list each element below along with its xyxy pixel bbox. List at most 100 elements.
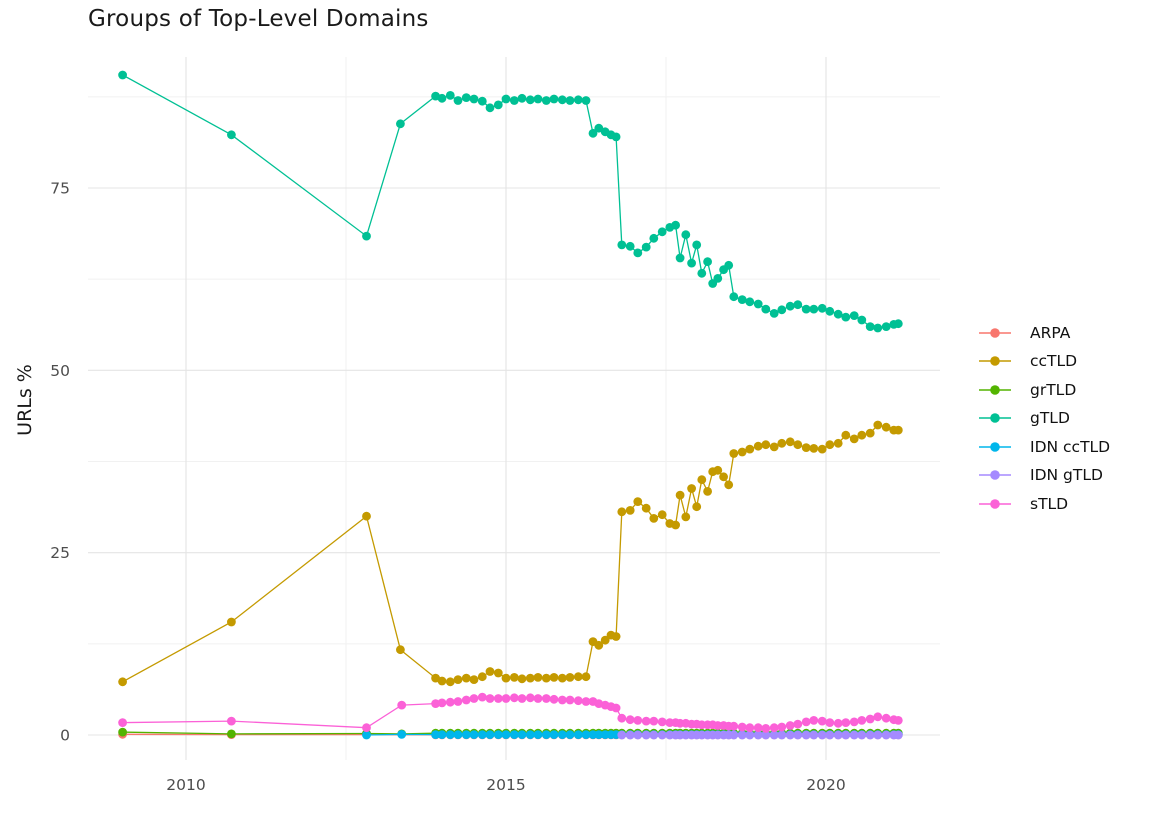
data-point-cctld — [611, 632, 621, 641]
data-point-stld — [633, 716, 643, 725]
data-point-gtld — [801, 304, 811, 314]
data-point-stld — [801, 717, 811, 727]
series-stld — [118, 692, 903, 733]
data-point-cctld — [641, 503, 651, 513]
data-point-gtld — [549, 94, 559, 104]
data-point-gtld — [761, 304, 771, 314]
data-point-idn-gtld — [865, 730, 875, 740]
data-point-idn-gtld — [817, 730, 827, 740]
legend-label-idn-gtld: IDN gTLD — [1030, 466, 1103, 484]
data-point-gtld — [873, 323, 883, 333]
data-point-gtld — [785, 301, 795, 311]
data-point-gtld — [671, 220, 680, 230]
data-point-gtld — [745, 297, 755, 307]
gridlines-minor — [88, 57, 940, 760]
data-point-stld — [362, 723, 371, 733]
data-point-idn-cctld — [445, 730, 455, 739]
data-point-stld — [617, 713, 627, 723]
data-point-idn-cctld — [431, 730, 440, 739]
data-point-cctld — [581, 672, 591, 682]
data-point-cctld — [881, 422, 891, 432]
data-point-cctld — [873, 420, 883, 430]
data-point-gtld — [769, 309, 779, 318]
legend-key-icon — [979, 413, 1011, 423]
data-point-cctld — [485, 667, 495, 676]
data-point-cctld — [362, 511, 371, 521]
data-point-stld — [477, 692, 487, 702]
data-point-stld — [753, 723, 763, 733]
data-point-cctld — [600, 635, 610, 645]
data-point-cctld — [625, 506, 635, 515]
data-point-idn-gtld — [893, 730, 903, 740]
data-point-gtld — [675, 253, 685, 263]
data-point-gtld — [525, 95, 535, 105]
data-point-idn-cctld — [501, 730, 511, 739]
x-tick-label: 2010 — [166, 776, 205, 794]
data-point-grtld — [227, 729, 236, 739]
data-point-idn-gtld — [833, 730, 843, 740]
legend: ARPA ccTLD grTLD gTLD IDN ccTLD IDN gTLD sTLD — [978, 323, 1110, 513]
data-point-cctld — [617, 507, 627, 517]
data-point-cctld — [713, 465, 723, 475]
legend-item-gtld: gTLD — [978, 409, 1110, 428]
y-axis-title: URLs % — [14, 364, 36, 436]
data-point-gtld — [825, 306, 835, 316]
data-point-stld — [657, 717, 667, 727]
data-point-gtld — [461, 93, 471, 102]
data-point-gtld — [881, 322, 891, 331]
data-point-idn-gtld — [801, 730, 811, 740]
data-point-cctld — [453, 675, 463, 684]
data-point-cctld — [649, 514, 659, 523]
data-point-stld — [841, 718, 851, 727]
data-point-idn-cctld — [453, 730, 463, 739]
data-point-gtld — [453, 96, 463, 105]
data-point-cctld — [671, 520, 680, 530]
legend-key-icon — [979, 441, 1011, 452]
data-point-stld — [817, 716, 827, 726]
data-point-gtld — [649, 233, 659, 243]
data-point-cctld — [461, 673, 471, 683]
series-gtld — [118, 70, 903, 333]
data-point-stld — [649, 716, 659, 726]
data-point-idn-gtld — [873, 730, 883, 740]
data-point-stld — [227, 716, 236, 726]
data-point-gtld — [893, 319, 903, 329]
data-point-gtld — [533, 94, 543, 104]
data-point-idn-gtld — [761, 730, 771, 740]
data-point-cctld — [118, 677, 127, 687]
data-point-cctld — [501, 673, 511, 683]
data-point-gtld — [697, 268, 707, 278]
data-point-gtld — [396, 119, 405, 129]
data-point-idn-cctld — [437, 730, 447, 739]
data-point-idn-gtld — [753, 730, 763, 740]
data-point-stld — [809, 716, 819, 725]
data-point-gtld — [737, 295, 747, 304]
data-point-cctld — [469, 675, 479, 684]
data-point-stld — [611, 703, 621, 713]
data-point-gtld — [687, 258, 696, 268]
data-point-gtld — [617, 240, 627, 250]
data-point-gtld — [227, 130, 236, 140]
data-point-stld — [793, 719, 803, 729]
data-point-cctld — [493, 668, 503, 678]
legend-item-cctld: ccTLD — [978, 352, 1110, 371]
data-point-cctld — [849, 434, 859, 444]
data-point-cctld — [761, 440, 771, 450]
data-point-cctld — [865, 428, 875, 438]
data-point-cctld — [697, 475, 707, 485]
data-point-idn-cctld — [549, 730, 559, 739]
data-point-gtld — [611, 132, 621, 142]
series-idn-gtld — [617, 730, 903, 740]
data-point-stld — [785, 721, 795, 730]
data-point-idn-gtld — [745, 730, 755, 740]
data-point-cctld — [809, 444, 819, 453]
data-point-stld — [573, 696, 583, 706]
data-point-idn-cctld — [362, 730, 371, 740]
data-point-stld — [461, 695, 471, 705]
data-point-cctld — [557, 673, 567, 683]
data-point-stld — [857, 716, 867, 725]
data-point-cctld — [703, 487, 712, 496]
data-point-stld — [118, 718, 127, 727]
